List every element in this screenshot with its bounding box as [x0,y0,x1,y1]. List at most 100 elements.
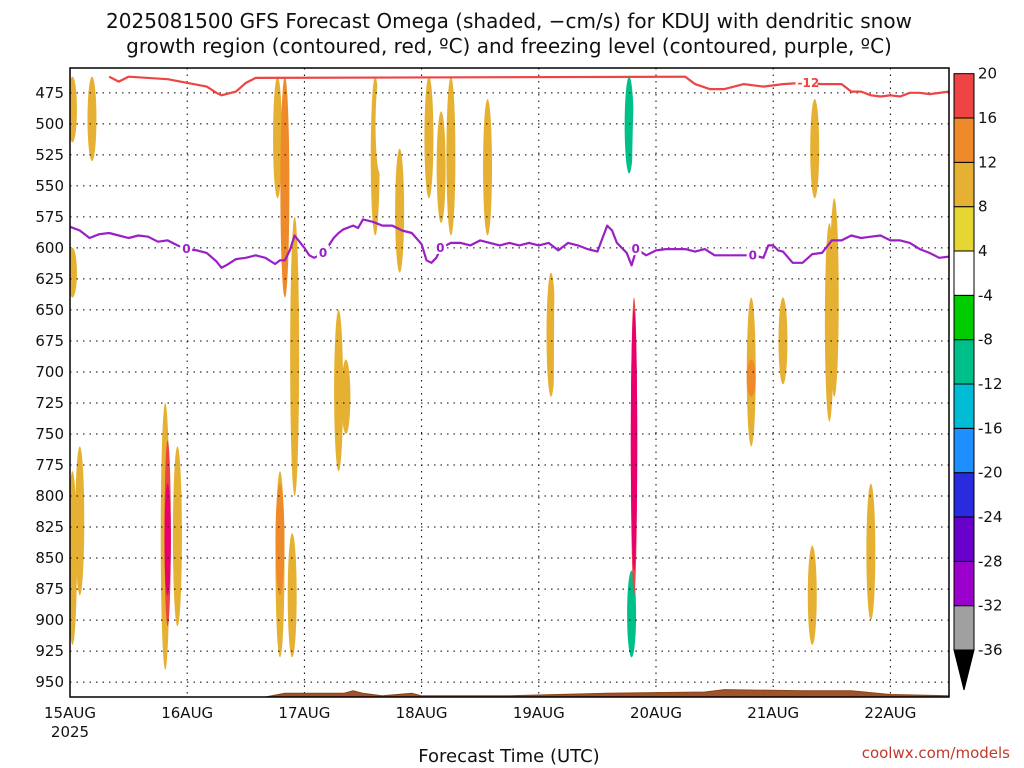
y-tick-label: 625 [35,270,64,288]
y-tick-label: 550 [35,177,64,195]
dendritic-contour-label-bg [795,74,818,89]
colorbar-bottom-arrow [953,649,975,691]
freezing-level-contour-label-bg [746,247,759,262]
omega-cell [810,99,820,199]
chart-title-line-2: growth region (contoured, red, ºC) and f… [126,34,892,58]
x-tick-label: 21AUG [747,704,799,722]
colorbar-label: 4 [978,242,988,260]
colorbar-legend: -36 -32 -28 -24 -20 -16 -12 -8 -4 4 8 12 16 20 [953,65,1003,691]
omega-cell [829,198,839,397]
omega-cell [868,173,878,360]
x-tick-sublabel: 2025 [51,723,89,741]
freezing-level-contour-label-bg [629,241,642,256]
temperature-contours: 0 0 0 0 0 -12 [70,74,949,269]
x-tick-label: 16AUG [161,704,213,722]
colorbar-label: 12 [978,153,997,171]
colorbar-swatch [953,339,975,385]
omega-cell [661,545,671,583]
freezing-level-contour-label: 0 [436,241,444,255]
colorbar-swatch [953,516,975,562]
x-tick-label: 17AUG [278,704,330,722]
x-tick-label: 18AUG [396,704,448,722]
omega-cell [192,508,202,602]
colorbar-swatch [953,294,975,341]
y-tick-label: 725 [35,394,64,412]
omega-cell [807,545,817,645]
freezing-level-contour-label: 0 [182,242,190,256]
x-tick-label: 19AUG [513,704,565,722]
colorbar-swatch [953,472,975,518]
colorbar-swatch [953,427,975,474]
y-tick-label: 575 [35,208,64,226]
y-tick-label: 900 [35,611,64,629]
freezing-level-contour-line [70,218,949,269]
y-tick-label: 600 [35,239,64,257]
omega-cell [321,371,331,583]
y-tick-label: 650 [35,301,64,319]
omega-cell [630,309,638,571]
omega-cell [746,359,756,397]
freezing-level-contour-label: 0 [631,242,639,256]
colorbar-label: -20 [978,464,1003,482]
y-tick-label: 800 [35,487,64,505]
omega-cell [859,148,869,174]
omega-cell [164,483,171,596]
omega-cell [87,76,97,162]
omega-cell [639,247,649,372]
omega-cell [265,272,275,459]
omega-cell [881,496,891,596]
colorbar-label: -12 [978,375,1003,393]
colorbar-swatch [953,383,975,429]
dendritic-contour-line [108,75,949,98]
omega-cell [446,76,456,236]
plot-frame [69,67,950,698]
y-tick-label: 675 [35,332,64,350]
y-tick-label: 825 [35,518,64,536]
omega-cell [75,446,85,596]
omega-cell [483,99,493,236]
omega-cell [424,76,434,199]
omega-cell [429,247,439,397]
y-tick-label: 875 [35,580,64,598]
colorbar-label: -8 [978,331,993,349]
colorbar-swatch [953,117,975,163]
x-tick-label: 15AUG [44,704,96,722]
x-tick-label: 20AUG [630,704,682,722]
y-tick-label: 525 [35,146,64,164]
omega-cell [290,216,300,497]
omega-cell [316,123,326,310]
omega-cell [778,297,788,385]
colorbar-label: 20 [978,65,997,83]
omega-cell [70,76,77,143]
omega-cell [624,76,634,174]
omega-cell [273,76,283,199]
colorbar-label: -28 [978,552,1003,570]
colorbar-swatch [953,73,975,119]
omega-cell [751,483,761,534]
colorbar-label: 8 [978,198,988,216]
colorbar-swatch [953,250,975,296]
omega-cell [375,76,385,174]
freezing-level-contour-label-bg [434,239,447,254]
omega-cell [287,533,297,658]
y-tick-label: 475 [35,84,64,102]
y-tick-label: 850 [35,549,64,567]
credit-link[interactable]: coolwx.com/models [862,744,1010,762]
omega-cell [546,272,556,397]
colorbar-label: -32 [978,597,1003,615]
freezing-level-contour-label: 0 [319,246,327,260]
omega-cell [631,76,641,323]
colorbar-swatch [953,206,975,252]
colorbar-label: -24 [978,508,1003,526]
y-tick-label: 500 [35,115,64,133]
omega-cell [763,545,773,621]
omega-cell [866,483,876,621]
omega-cell [70,247,77,298]
colorbar-label: 16 [978,109,997,127]
y-tick-label: 700 [35,363,64,381]
freezing-level-contour-label-bg [316,244,329,259]
colorbar-swatch [953,560,975,607]
y-tick-label: 925 [35,642,64,660]
